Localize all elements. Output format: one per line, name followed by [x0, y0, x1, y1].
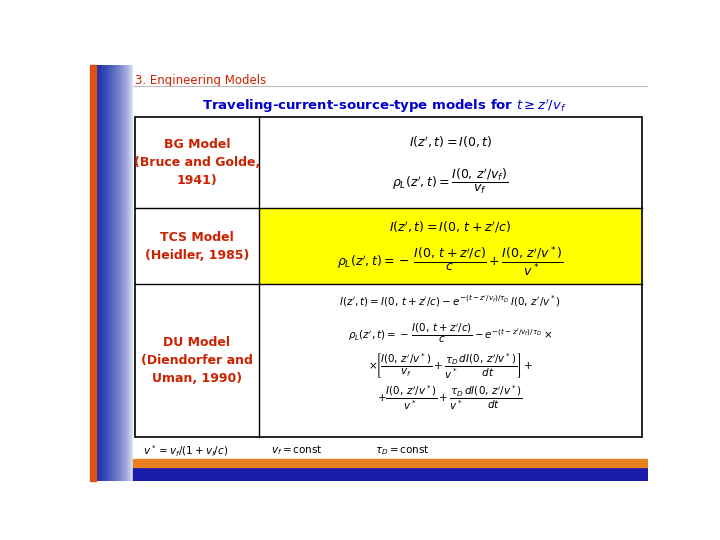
Text: $\rho_L(z^{\prime},t) = -\,\dfrac{I(0,\,t+z^{\prime}/c)}{c} + \dfrac{I(0,\, z^{\: $\rho_L(z^{\prime},t) = -\,\dfrac{I(0,\,…: [337, 244, 564, 278]
Bar: [132, 459, 648, 467]
Text: $I(z^{\prime},t) = I(0,\,t+z^{\prime}/c)$: $I(z^{\prime},t) = I(0,\,t+z^{\prime}/c)…: [390, 220, 511, 235]
Text: DU Model
(Diendorfer and
Uman, 1990): DU Model (Diendorfer and Uman, 1990): [141, 336, 253, 385]
Text: $I(z^{\prime},t) = I(0,t)$: $I(z^{\prime},t) = I(0,t)$: [408, 135, 492, 151]
Text: $\times\!\left[\dfrac{I(0,\,z^{\prime}/v^*)}{v_f} + \dfrac{\tau_D}{v^*}\dfrac{dI: $\times\!\left[\dfrac{I(0,\,z^{\prime}/v…: [368, 351, 533, 380]
Text: $\rho_L(z^{\prime},t) = \dfrac{I(0,\, z^{\prime}/v_f)}{v_f}$: $\rho_L(z^{\prime},t) = \dfrac{I(0,\, z^…: [392, 166, 508, 196]
Text: $\rho_L(z^{\prime},t) = -\,\dfrac{I(0,\,t+z^{\prime}/c)}{c} - e^{-(t-z^{\prime}/: $\rho_L(z^{\prime},t) = -\,\dfrac{I(0,\,…: [348, 321, 552, 345]
Text: 2
0: 2 0: [135, 464, 142, 483]
Bar: [90, 65, 96, 481]
Text: $+ \dfrac{I(0,\,z^{\prime}/v^*)}{v^*} + \dfrac{\tau_D}{v^*}\dfrac{dI(0,\,z^{\pri: $+ \dfrac{I(0,\,z^{\prime}/v^*)}{v^*} + …: [377, 383, 523, 412]
Text: $v_f = \mathrm{const}$: $v_f = \mathrm{const}$: [271, 444, 323, 457]
Text: UNIVERSITY OF
FLORIDA: UNIVERSITY OF FLORIDA: [585, 467, 645, 480]
Text: $v^* = v_f/(1+v_f/c)$: $v^* = v_f/(1+v_f/c)$: [143, 444, 228, 459]
Text: $\tau_D = \mathrm{const}$: $\tau_D = \mathrm{const}$: [375, 444, 430, 457]
Text: $I(z^{\prime},t) = I(0,\,t+z^{\prime}/c) - e^{-(t-z^{\prime}/v_f)/\tau_D}\,I(0,\: $I(z^{\prime},t) = I(0,\,t+z^{\prime}/c)…: [339, 294, 562, 309]
Text: 3. Engineering Models: 3. Engineering Models: [135, 74, 266, 87]
Text: BG Model
(Bruce and Golde,
1941): BG Model (Bruce and Golde, 1941): [134, 138, 260, 187]
Bar: [132, 467, 648, 481]
Text: TCS Model
(Heidler, 1985): TCS Model (Heidler, 1985): [145, 231, 249, 261]
Text: Traveling-current-source-type models for $t \geq z^{\prime}/v_f$: Traveling-current-source-type models for…: [202, 97, 567, 114]
Bar: [135, 117, 642, 437]
Bar: [259, 208, 642, 284]
